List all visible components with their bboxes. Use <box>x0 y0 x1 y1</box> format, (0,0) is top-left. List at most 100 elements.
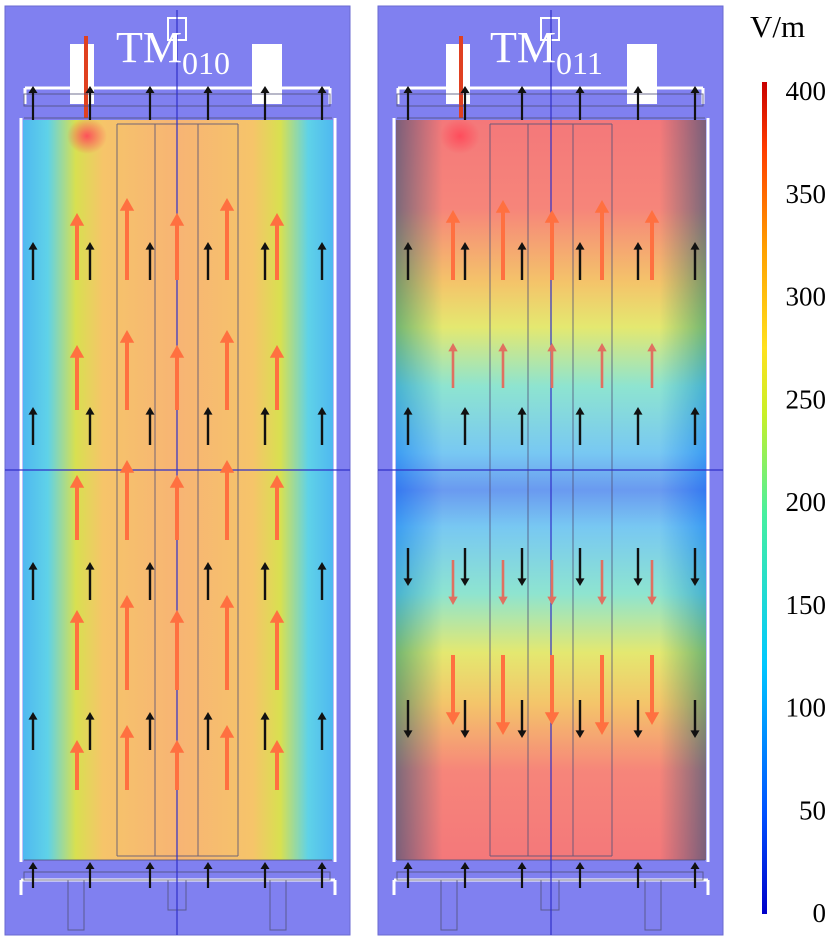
field-arrow-dark <box>690 862 700 888</box>
field-arrow-dark <box>690 86 700 120</box>
field-arrow-strong <box>219 725 235 790</box>
field-arrow-dark <box>403 700 413 738</box>
field-arrow-strong <box>69 740 85 790</box>
field-arrow-dark <box>517 407 527 445</box>
colorbar-tick-label: 100 <box>786 693 827 723</box>
coupler-hotspot <box>67 118 107 154</box>
field-arrow-dark <box>633 86 643 120</box>
field-arrow-weak <box>647 343 657 388</box>
field-arrow-dark <box>28 862 38 888</box>
field-arrow-dark <box>317 242 327 280</box>
field-arrow-dark <box>633 407 643 445</box>
field-arrow-weak <box>597 343 607 388</box>
field-arrow-dark <box>145 407 155 445</box>
field-arrow-dark <box>575 86 585 120</box>
field-arrow-dark <box>203 862 213 888</box>
field-arrow-dark <box>403 242 413 280</box>
field-arrow-dark <box>690 242 700 280</box>
field-arrow-dark <box>317 862 327 888</box>
field-arrow-dark <box>575 407 585 445</box>
field-arrow-strong <box>69 213 85 280</box>
field-arrow-dark <box>317 712 327 750</box>
colorbar: V/m 400 350 300 250 200 150 100 50 0 <box>750 9 826 928</box>
field-arrow-dark <box>145 242 155 280</box>
field-arrow-dark <box>317 86 327 120</box>
field-arrow-dark <box>575 700 585 738</box>
field-arrow-dark <box>460 86 470 120</box>
field-arrow-strong <box>69 610 85 690</box>
colorbar-tick-label: 300 <box>786 282 827 312</box>
panel-title-tm011: TM011 <box>490 23 603 81</box>
field-arrow-dark <box>633 242 643 280</box>
field-arrow-dark <box>460 862 470 888</box>
field-arrow-strong <box>219 198 235 280</box>
colorbar-tick-label: 350 <box>786 179 827 209</box>
field-arrow-strong <box>169 610 185 690</box>
field-arrow-dark <box>517 548 527 586</box>
field-arrow-strong <box>169 475 185 540</box>
coupler-hotspot <box>440 118 480 154</box>
field-arrow-strong <box>644 655 660 725</box>
field-arrow-strong <box>269 475 285 540</box>
field-arrow-weak <box>547 560 557 605</box>
field-arrow-dark <box>517 862 527 888</box>
field-arrow-dark <box>690 407 700 445</box>
colorbar-ticks: 400 350 300 250 200 150 100 50 0 <box>786 76 827 928</box>
field-arrows <box>28 86 327 888</box>
field-arrow-strong <box>69 345 85 410</box>
field-arrow-dark <box>403 548 413 586</box>
field-arrows <box>403 86 700 888</box>
field-arrow-weak <box>448 560 458 605</box>
field-arrow-dark <box>85 712 95 750</box>
field-arrow-weak <box>597 560 607 605</box>
field-arrow-dark <box>28 86 38 120</box>
field-arrow-strong <box>119 725 135 790</box>
field-arrow-dark <box>145 712 155 750</box>
field-arrow-dark <box>203 86 213 120</box>
field-arrow-weak <box>547 343 557 388</box>
field-arrow-weak <box>448 343 458 388</box>
field-arrow-dark <box>203 407 213 445</box>
field-arrow-dark <box>403 86 413 120</box>
field-arrow-strong <box>495 655 511 735</box>
panel-tm010: TM010 <box>4 5 351 936</box>
field-arrow-dark <box>575 548 585 586</box>
field-arrow-strong <box>544 210 560 280</box>
field-arrow-dark <box>260 562 270 600</box>
field-arrow-strong <box>269 740 285 790</box>
field-arrow-dark <box>517 242 527 280</box>
field-arrow-strong <box>219 595 235 690</box>
field-arrow-strong <box>445 655 461 725</box>
field-arrow-dark <box>85 407 95 445</box>
field-arrow-strong <box>544 655 560 725</box>
colorbar-scale <box>762 82 767 914</box>
field-arrow-strong <box>594 200 610 280</box>
field-arrow-dark <box>28 562 38 600</box>
field-arrow-dark <box>28 242 38 280</box>
panel-title-tm010: TM010 <box>116 23 230 81</box>
field-arrow-dark <box>85 562 95 600</box>
field-arrow-dark <box>460 407 470 445</box>
field-arrow-dark <box>145 86 155 120</box>
field-arrow-dark <box>633 862 643 888</box>
field-arrow-strong <box>69 475 85 540</box>
colorbar-unit: V/m <box>750 9 805 44</box>
field-arrow-dark <box>145 862 155 888</box>
coupler-probe <box>84 36 88 118</box>
field-arrow-dark <box>260 242 270 280</box>
field-arrow-dark <box>28 712 38 750</box>
field-arrow-dark <box>403 862 413 888</box>
colorbar-tick-label: 50 <box>799 795 826 825</box>
field-arrow-dark <box>203 562 213 600</box>
field-arrow-strong <box>219 460 235 540</box>
field-arrow-dark <box>517 86 527 120</box>
field-arrow-strong <box>119 595 135 690</box>
field-arrow-strong <box>219 330 235 410</box>
field-arrow-dark <box>85 86 95 120</box>
field-arrow-strong <box>119 460 135 540</box>
field-arrow-dark <box>260 407 270 445</box>
panel-tm011: TM011 <box>377 5 724 936</box>
field-arrow-dark <box>460 548 470 586</box>
colorbar-tick-label: 200 <box>786 487 827 517</box>
field-arrow-dark <box>260 86 270 120</box>
